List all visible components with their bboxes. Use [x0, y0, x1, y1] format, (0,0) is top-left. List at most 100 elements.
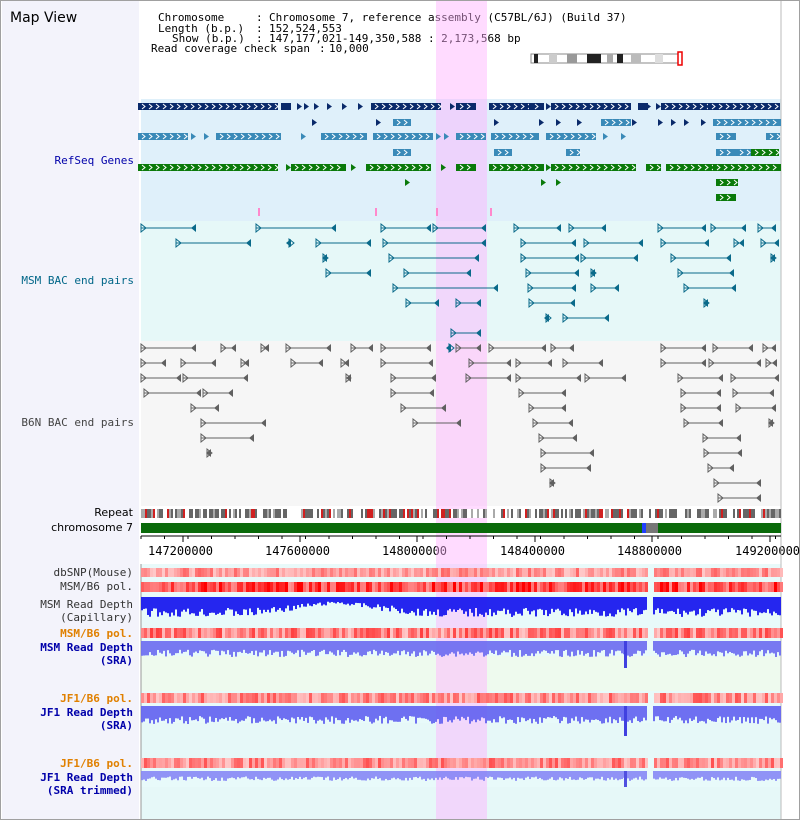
repeat-block	[265, 509, 267, 518]
jf1-b6-pol-2-label[interactable]: JF1/B6 pol.	[60, 757, 133, 770]
gene-strand-arrow	[669, 164, 674, 171]
polymorphism-cell	[237, 628, 240, 638]
refseq-genes-label[interactable]: RefSeq Genes	[54, 154, 134, 167]
gene-strand-arrow	[685, 103, 690, 110]
repeat-block	[615, 509, 617, 518]
read-depth-bar	[241, 641, 243, 653]
polymorphism-cell	[444, 693, 447, 703]
read-depth-bar	[751, 706, 753, 718]
msm-read-depth-cap-label[interactable]: MSM Read Depth	[40, 598, 133, 611]
read-depth-bar	[221, 771, 223, 778]
gene-strand-arrow	[563, 133, 568, 140]
msm-bac-pair-end	[476, 299, 481, 307]
gene-strand-arrow	[494, 133, 499, 140]
b6n-bac-pair-end	[708, 357, 715, 369]
msm-b6-pol-sra-label[interactable]: MSM/B6 pol.	[60, 627, 133, 640]
msm-bac-pair-end	[432, 222, 439, 234]
read-depth-bar	[535, 641, 537, 654]
jf1-read-depth-sra-label[interactable]: JF1 Read Depth	[40, 706, 133, 719]
read-depth-bar	[261, 597, 263, 614]
polymorphism-cell	[327, 628, 330, 638]
jf1-b6-pol-label[interactable]: JF1/B6 pol.	[60, 692, 133, 705]
repeat-block	[145, 509, 147, 518]
b6n-bac-pair-end	[561, 404, 566, 412]
dbsnp-label[interactable]: dbSNP(Mouse)	[53, 566, 133, 579]
repeat-block	[153, 509, 155, 518]
read-depth-bar	[523, 771, 525, 781]
msm-b6-pol-label[interactable]: MSM/B6 pol.	[60, 580, 133, 593]
polymorphism-cell	[426, 582, 429, 592]
repeat-block	[663, 509, 665, 518]
msm-read-depth-sra-label[interactable]: MSM Read Depth	[40, 641, 133, 654]
polymorphism-cell	[552, 582, 555, 592]
gene-strand-arrow	[190, 164, 195, 171]
read-depth-bar	[767, 641, 769, 651]
polymorphism-cell	[567, 568, 570, 577]
gene-strand-arrow	[324, 133, 329, 140]
polymorphism-cell	[705, 693, 708, 703]
read-depth-bar	[753, 706, 755, 724]
read-depth-bar	[655, 706, 657, 717]
polymorphism-cell	[414, 758, 417, 768]
read-depth-bar	[147, 771, 149, 779]
polymorphism-cell	[498, 628, 501, 638]
read-depth-bar	[401, 771, 403, 781]
repeat-block	[413, 509, 415, 518]
read-depth-bar	[281, 641, 283, 651]
polymorphism-cell	[195, 568, 198, 577]
repeat-block	[453, 509, 455, 518]
read-depth-bar	[507, 641, 509, 653]
read-depth-bar	[417, 706, 419, 718]
gene-strand-arrow	[225, 103, 230, 110]
b6n-bac-label[interactable]: B6N BAC end pairs	[21, 416, 134, 429]
msm-bac-label[interactable]: MSM BAC end pairs	[21, 274, 134, 287]
read-depth-bar	[373, 706, 375, 723]
polymorphism-cell	[243, 568, 246, 577]
repeat-block	[239, 509, 241, 518]
read-depth-bar	[191, 597, 193, 614]
read-depth-bar	[455, 641, 457, 657]
gene-strand-arrow	[568, 103, 573, 110]
read-depth-bar	[301, 597, 303, 604]
read-depth-bar	[551, 597, 553, 609]
polymorphism-cell	[630, 758, 633, 768]
read-depth-bar	[227, 597, 229, 609]
polymorphism-cell	[525, 758, 528, 768]
read-depth-bar	[447, 706, 449, 722]
read-depth-bar	[675, 706, 677, 717]
read-depth-bar	[475, 706, 477, 723]
read-depth-bar	[363, 771, 365, 781]
read-depth-bar	[359, 597, 361, 604]
polymorphism-cell	[459, 568, 462, 577]
repeat-block	[151, 509, 153, 518]
read-depth-bar	[281, 771, 283, 780]
read-depth-bar	[421, 706, 423, 719]
polymorphism-cell	[312, 628, 315, 638]
polymorphism-cell	[273, 568, 276, 577]
polymorphism-cell	[339, 582, 342, 592]
repeat-block	[531, 509, 533, 518]
polymorphism-cell	[207, 568, 210, 577]
polymorphism-cell	[600, 758, 603, 768]
gene-strand-arrow	[719, 179, 724, 186]
read-depth-bar	[419, 641, 421, 653]
jf1-read-depth-trim-label[interactable]: JF1 Read Depth	[40, 771, 133, 784]
b6n-bac-pair-end	[717, 492, 724, 504]
read-depth-bar	[179, 771, 181, 777]
b6n-bac-pair-end	[191, 344, 196, 352]
read-depth-bar	[379, 706, 381, 716]
polymorphism-cell	[489, 628, 492, 638]
read-depth-bar	[749, 706, 751, 724]
gene-strand-arrow	[232, 164, 237, 171]
polymorphism-cell	[558, 693, 561, 703]
polymorphism-cell	[363, 628, 366, 638]
b6n-bac-pair-end	[515, 372, 522, 384]
polymorphism-cell	[660, 628, 663, 638]
gene-strand-arrow	[596, 164, 601, 171]
read-depth-bar	[535, 597, 537, 617]
b6n-bac-pair-end	[771, 344, 776, 352]
read-depth-bar	[663, 706, 665, 722]
msm-bac-pair-end	[286, 239, 291, 247]
read-depth-bar	[679, 597, 681, 615]
